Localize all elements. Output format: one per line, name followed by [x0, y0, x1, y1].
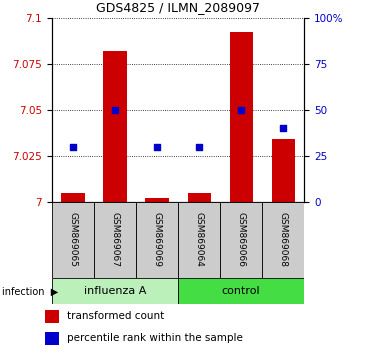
Bar — [230, 33, 253, 202]
Bar — [52, 202, 94, 278]
Bar — [62, 193, 85, 202]
Bar — [136, 202, 178, 278]
Bar — [94, 202, 136, 278]
Bar — [104, 51, 127, 202]
Bar — [45, 310, 59, 323]
Bar — [220, 202, 262, 278]
Point — [70, 144, 76, 149]
Bar — [45, 332, 59, 345]
Text: infection  ▶: infection ▶ — [2, 286, 58, 296]
Text: influenza A: influenza A — [84, 286, 146, 296]
Text: GSM869069: GSM869069 — [152, 212, 161, 267]
Text: transformed count: transformed count — [67, 312, 164, 321]
Point — [112, 107, 118, 113]
Bar — [145, 198, 169, 202]
Title: GDS4825 / ILMN_2089097: GDS4825 / ILMN_2089097 — [96, 1, 260, 14]
Text: GSM869065: GSM869065 — [69, 212, 78, 267]
Bar — [262, 202, 304, 278]
Text: GSM869064: GSM869064 — [195, 212, 204, 267]
Point — [280, 125, 286, 131]
Bar — [178, 278, 304, 304]
Text: percentile rank within the sample: percentile rank within the sample — [67, 333, 243, 343]
Point — [154, 144, 160, 149]
Text: GSM869068: GSM869068 — [279, 212, 288, 267]
Point — [196, 144, 202, 149]
Bar — [272, 139, 295, 202]
Text: control: control — [222, 286, 260, 296]
Bar — [178, 202, 220, 278]
Bar — [188, 193, 211, 202]
Text: GSM869067: GSM869067 — [111, 212, 119, 267]
Text: GSM869066: GSM869066 — [237, 212, 246, 267]
Bar — [52, 278, 178, 304]
Point — [238, 107, 244, 113]
